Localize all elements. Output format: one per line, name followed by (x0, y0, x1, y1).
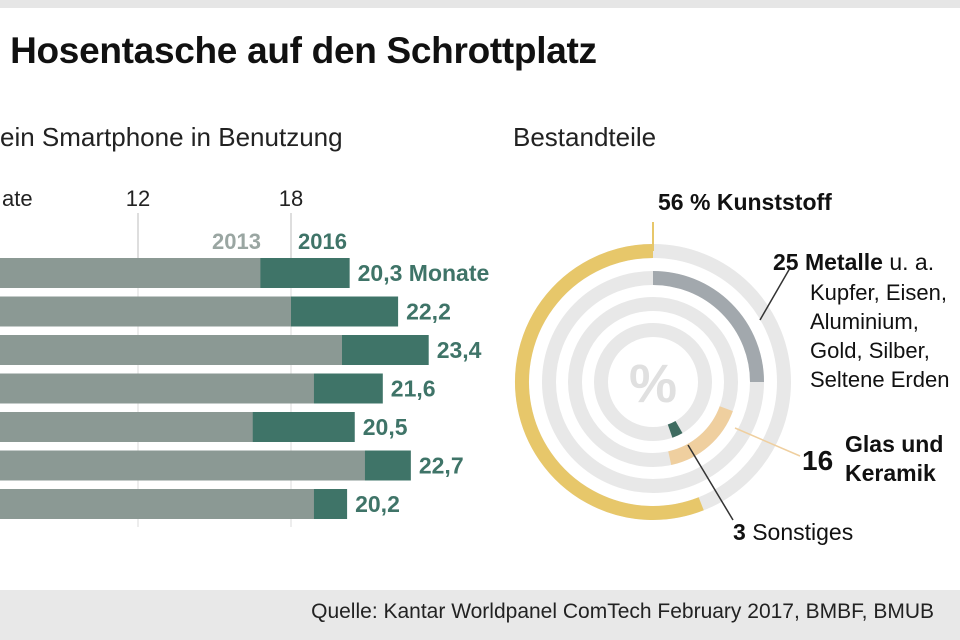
label-glas-value: 16 (802, 445, 833, 476)
bar-2013 (0, 373, 314, 404)
legend-2016: 2016 (298, 229, 347, 254)
center-percent-label: % (629, 354, 677, 414)
bar-2013 (0, 335, 342, 365)
ring-sonstiges (667, 420, 683, 438)
bar-2013 (0, 450, 365, 481)
bar-data-label: 23,4 (437, 337, 482, 363)
leader-glas (734, 427, 801, 457)
ring-track (568, 297, 738, 467)
x-tick-label: 18 (279, 186, 303, 211)
source-note: Quelle: Kantar Worldpanel ComTech Februa… (311, 600, 934, 623)
bar-data-label: 22,7 (419, 453, 464, 479)
bar-chart-subtitle: ein Smartphone in Benutzung (0, 122, 343, 152)
label-sonstiges-value: 3 (733, 519, 752, 545)
label-metalle-detail-line: Gold, Silber, (810, 338, 930, 363)
leader-sonstiges (687, 444, 734, 521)
label-metalle-detail-line: Aluminium, (810, 309, 919, 334)
legend-2013: 2013 (212, 229, 261, 254)
label-metalle-detail: u. a. (889, 249, 934, 275)
label-kunststoff-name: Kunststoff (717, 189, 832, 215)
ring-glas-keramik (668, 406, 733, 466)
bar-chart (0, 258, 429, 519)
bar-2013 (0, 258, 261, 288)
bar-2013 (0, 412, 253, 442)
chart-title: r Hosentasche auf den Schrottplatz (0, 30, 597, 71)
bar-data-label: 20,2 (355, 491, 400, 517)
label-glas-name-line: Glas und (845, 431, 943, 457)
donut-chart-labels: % 56 % Kunststoff 25 Metalle u. a. Kupfer, … (629, 189, 949, 545)
label-metalle-value: 25 (773, 249, 805, 275)
bar-chart-labels: ate 12 18 2013 2016 20,3 Monate 22,2 23,421,6 20… (2, 186, 489, 517)
bar-data-label: 20,3 Monate (358, 260, 490, 286)
label-metalle-name: Metalle (805, 249, 889, 275)
x-axis-unit-label: ate (2, 186, 33, 211)
bar-data-label: 22,2 (406, 299, 451, 325)
bar-2013 (0, 296, 291, 327)
bar-2013 (0, 489, 314, 519)
label-metalle-detail-line: Kupfer, Eisen, (810, 280, 947, 305)
ring-metalle (652, 271, 764, 383)
donut-chart-subtitle: Bestandteile (513, 122, 657, 152)
footer: Quelle: Kantar Worldpanel ComTech Februa… (0, 590, 960, 640)
leader-metalle (759, 267, 791, 321)
label-metalle: 25 Metalle u. a. (773, 249, 934, 275)
ring-kunststoff (515, 244, 704, 520)
label-sonstiges-name: Sonstiges (752, 519, 853, 545)
label-sonstiges: 3 Sonstiges (733, 519, 853, 545)
label-metalle-detail-line: Seltene Erden (810, 367, 949, 392)
bar-data-label: 20,5 (363, 414, 408, 440)
x-tick-label: 12 (126, 186, 150, 211)
ring-track (594, 323, 712, 441)
label-kunststoff: 56 % Kunststoff (658, 189, 832, 215)
bar-data-label: 21,6 (391, 376, 436, 402)
top-strip (0, 0, 960, 8)
label-glas-name-line: Keramik (845, 460, 936, 486)
label-kunststoff-value: 56 % (658, 189, 717, 215)
chart-canvas: ate 12 18 2013 2016 20,3 Monate 22,2 23,421,6 20… (0, 186, 949, 545)
